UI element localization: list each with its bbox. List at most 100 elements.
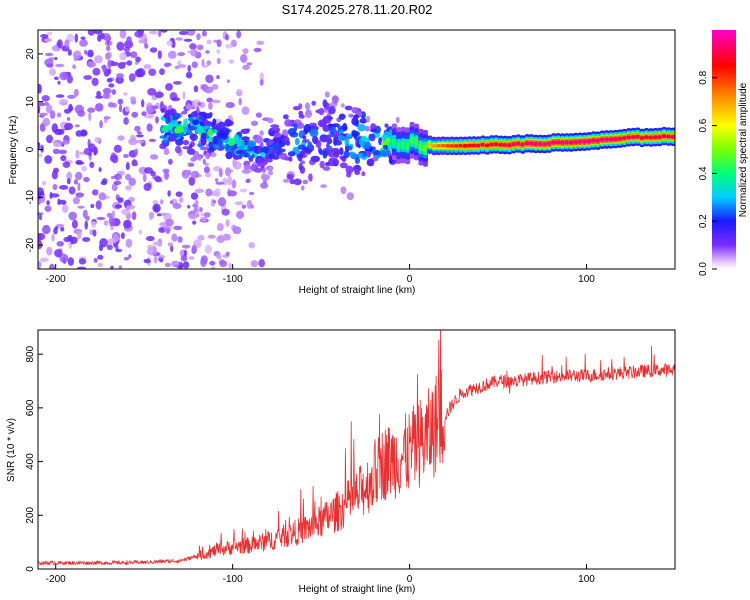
spectrogram-noise-blob <box>203 212 211 218</box>
spectrogram-noise-blob <box>206 97 213 103</box>
spectrogram-signal-blob <box>380 149 386 157</box>
spectrogram-noise-blob <box>196 33 201 41</box>
spectrogram-signal-blob <box>309 128 319 138</box>
spectrogram-signal-blob <box>299 165 306 174</box>
spectrogram-noise-blob <box>241 204 247 209</box>
spectrogram-noise-blob <box>103 116 111 120</box>
spectrogram-carrier-segment <box>577 139 583 144</box>
colorbar-tick-label: 0.4 <box>698 166 709 180</box>
spectrogram-carrier-segment <box>436 144 442 148</box>
spectrogram-signal-blob <box>177 120 182 125</box>
spectrogram-noise-blob <box>68 211 77 221</box>
spectrogram-noise-blob <box>249 191 255 196</box>
spectrogram-signal-blob <box>253 145 263 155</box>
spectrogram-noise-blob <box>143 64 152 70</box>
spectrogram-carrier-segment <box>431 144 437 148</box>
spectrogram-noise-blob <box>171 233 178 242</box>
spectrogram-noise-blob <box>45 104 53 114</box>
spectrogram-noise-blob <box>93 150 97 156</box>
spectrogram-noise-blob <box>52 148 60 155</box>
spectrogram-signal-blob <box>339 162 348 169</box>
spectrogram-carrier-segment <box>599 137 605 142</box>
spectrogram-noise-blob <box>138 39 148 44</box>
spectrogram-carrier-segment <box>666 134 672 139</box>
spectrogram-noise-blob <box>93 30 103 35</box>
spectrogram-signal-blob <box>241 169 251 174</box>
spectrogram-noise-blob <box>245 178 251 184</box>
spectrogram-signal-blob <box>354 156 360 164</box>
spectrogram-noise-blob <box>148 138 157 142</box>
spectrogram-signal-blob <box>253 168 263 173</box>
spectrogram-noise-blob <box>183 38 193 42</box>
spectrogram-noise-blob <box>66 178 71 185</box>
spectrogram-signal-blob <box>348 113 354 118</box>
spectrogram-signal-blob <box>354 164 361 170</box>
spectrogram-signal-blob <box>384 123 389 128</box>
spectrogram-carrier-segment <box>475 143 481 148</box>
spectrogram-noise-blob <box>152 199 159 205</box>
spectrogram-noise-blob <box>208 102 213 110</box>
spectrogram-noise-blob <box>110 176 115 180</box>
spectrogram-noise-blob <box>144 167 153 174</box>
spectrogram-noise-blob <box>61 204 69 213</box>
spectrogram-carrier-segment <box>418 143 424 151</box>
spectrogram-noise-blob <box>58 98 69 106</box>
spectrogram-signal-blob <box>288 156 293 162</box>
spectrogram-noise-blob <box>117 197 124 203</box>
spectrogram-noise-blob <box>82 237 91 242</box>
spectrogram-noise-blob <box>56 241 65 247</box>
spectrogram-carrier-segment <box>427 142 433 147</box>
spectrogram-noise-blob <box>91 220 97 228</box>
spectrogram-noise-blob <box>236 30 242 39</box>
spectrogram-carrier-segment <box>453 144 459 148</box>
spectrogram-signal-blob <box>267 117 274 124</box>
spectrogram-signal-blob <box>181 110 188 115</box>
spectrogram-carrier-segment <box>480 142 486 147</box>
spectrogram-noise-blob <box>38 212 44 216</box>
spectrogram-noise-blob <box>94 103 104 112</box>
spectrogram-noise-blob <box>141 99 145 108</box>
spectrogram-noise-blob <box>117 98 124 105</box>
spectrogram-carrier-segment <box>542 142 548 146</box>
spectrogram-noise-blob <box>180 255 188 262</box>
spectrogram-signal-blob <box>183 118 189 127</box>
spectrogram-noise-blob <box>224 167 232 177</box>
spectrogram-noise-blob <box>186 30 196 36</box>
spectrogram-noise-blob <box>218 168 223 178</box>
spectrogram-noise-blob <box>77 205 85 209</box>
spectrogram-signal-blob <box>187 117 195 122</box>
spectrogram-noise-blob <box>152 241 162 246</box>
spectrogram-noise-blob <box>178 30 189 36</box>
spectrogram-noise-blob <box>227 176 233 186</box>
spectrogram-signal-blob <box>360 111 367 119</box>
spectrogram-signal-blob <box>346 192 354 201</box>
spectrogram-signal-blob <box>301 185 305 191</box>
spectrogram-noise-blob <box>46 200 50 206</box>
spectrogram-noise-blob <box>131 211 137 221</box>
spectrogram-noise-blob <box>108 83 115 88</box>
spectrogram-carrier-segment <box>391 138 397 146</box>
spectrogram-noise-blob <box>147 88 157 96</box>
spectrogram-noise-blob <box>54 56 58 61</box>
spectrogram-noise-blob <box>216 235 225 243</box>
spectrogram-noise-blob <box>138 229 143 235</box>
spectrogram-carrier-segment <box>422 144 428 152</box>
spectrogram-noise-blob <box>173 225 183 230</box>
spectrogram-noise-blob <box>136 139 145 144</box>
spectrogram-noise-blob <box>134 148 139 156</box>
spectrogram-signal-blob <box>340 186 347 195</box>
spectrogram-noise-blob <box>206 39 212 45</box>
spectrogram-noise-blob <box>110 265 114 269</box>
spectrogram-noise-blob <box>67 234 73 242</box>
spectrogram-noise-blob <box>143 183 152 191</box>
spectrogram-noise-blob <box>173 81 182 85</box>
spectrogram-signal-blob <box>359 118 368 124</box>
spectrogram-noise-blob <box>79 39 88 47</box>
spectrogram-signal-blob <box>287 151 296 157</box>
spectrogram-noise-blob <box>98 192 107 201</box>
spectrogram-carrier-segment <box>604 137 610 142</box>
spectrogram-noise-blob <box>52 183 58 191</box>
spectrogram-noise-blob <box>38 233 42 242</box>
spectrogram-signal-blob <box>322 150 328 159</box>
